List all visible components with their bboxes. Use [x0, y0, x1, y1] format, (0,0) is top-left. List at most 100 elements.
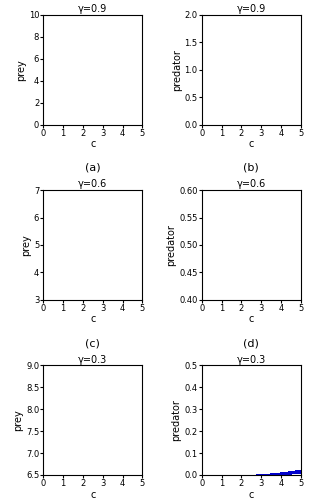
Point [48, 11, 53, 19]
Point [294, 469, 299, 477]
Point [237, 120, 241, 128]
Point [212, 471, 217, 479]
Point [72, 11, 77, 19]
Point [63, 11, 68, 19]
Point [231, 471, 236, 479]
Point [63, 11, 68, 19]
Point [100, 11, 105, 19]
Point [274, 470, 279, 478]
Point [255, 470, 260, 478]
Point [136, 11, 141, 19]
Point [231, 120, 236, 128]
Point [266, 120, 271, 128]
Point [293, 468, 298, 476]
Point [137, 11, 142, 19]
Point [286, 468, 291, 476]
Point [118, 11, 123, 19]
Point [261, 470, 266, 478]
Point [138, 11, 143, 19]
Point [73, 11, 78, 19]
Point [212, 471, 217, 479]
Point [293, 120, 298, 128]
Point [213, 120, 218, 128]
Point [112, 11, 117, 19]
Point [295, 120, 300, 128]
Point [231, 471, 236, 479]
Point [50, 11, 55, 19]
Point [216, 471, 221, 479]
Point [203, 471, 208, 479]
Point [211, 471, 216, 479]
Point [239, 120, 244, 128]
Point [217, 120, 222, 128]
Point [254, 120, 259, 128]
Point [207, 120, 212, 128]
Point [285, 120, 290, 128]
Point [256, 120, 261, 128]
Point [52, 11, 57, 19]
Point [238, 471, 243, 479]
Point [268, 120, 273, 128]
Point [55, 11, 60, 19]
Point [224, 471, 229, 479]
Point [44, 11, 49, 19]
Point [261, 470, 266, 478]
Point [290, 468, 295, 476]
Point [208, 120, 213, 128]
Point [256, 120, 261, 128]
Point [258, 120, 263, 128]
Point [54, 11, 59, 19]
Point [125, 11, 130, 19]
Point [269, 470, 274, 478]
Point [259, 120, 264, 128]
Point [107, 11, 112, 19]
Point [240, 120, 245, 128]
Point [71, 11, 76, 19]
Point [265, 470, 270, 478]
Point [291, 468, 296, 476]
Point [296, 468, 301, 476]
Point [130, 11, 135, 19]
Point [52, 11, 57, 19]
Point [56, 11, 61, 19]
Point [276, 120, 281, 128]
Point [254, 471, 259, 479]
Point [47, 11, 52, 19]
Point [216, 471, 221, 479]
Point [248, 120, 253, 128]
Point [67, 11, 72, 19]
Point [88, 11, 93, 19]
Point [224, 471, 229, 479]
Point [285, 468, 290, 476]
Point [209, 471, 214, 479]
Point [232, 120, 237, 128]
Point [49, 11, 54, 19]
Point [241, 120, 246, 128]
Point [281, 468, 286, 476]
Point [111, 11, 116, 19]
Point [132, 11, 137, 19]
Point [206, 120, 211, 128]
Point [239, 120, 244, 128]
Point [239, 471, 244, 479]
Point [254, 471, 259, 479]
Point [257, 120, 262, 128]
Point [85, 11, 90, 19]
Point [109, 11, 114, 19]
Point [275, 120, 280, 128]
Point [131, 11, 136, 19]
Point [245, 120, 250, 128]
Point [255, 470, 260, 478]
Point [110, 11, 115, 19]
Point [287, 120, 292, 128]
Point [228, 471, 233, 479]
Point [49, 11, 54, 19]
Point [287, 120, 292, 128]
Point [68, 11, 73, 19]
Point [267, 120, 272, 128]
Point [119, 11, 124, 19]
Point [245, 471, 250, 479]
Point [288, 469, 293, 477]
Point [253, 120, 258, 128]
Point [55, 11, 60, 19]
